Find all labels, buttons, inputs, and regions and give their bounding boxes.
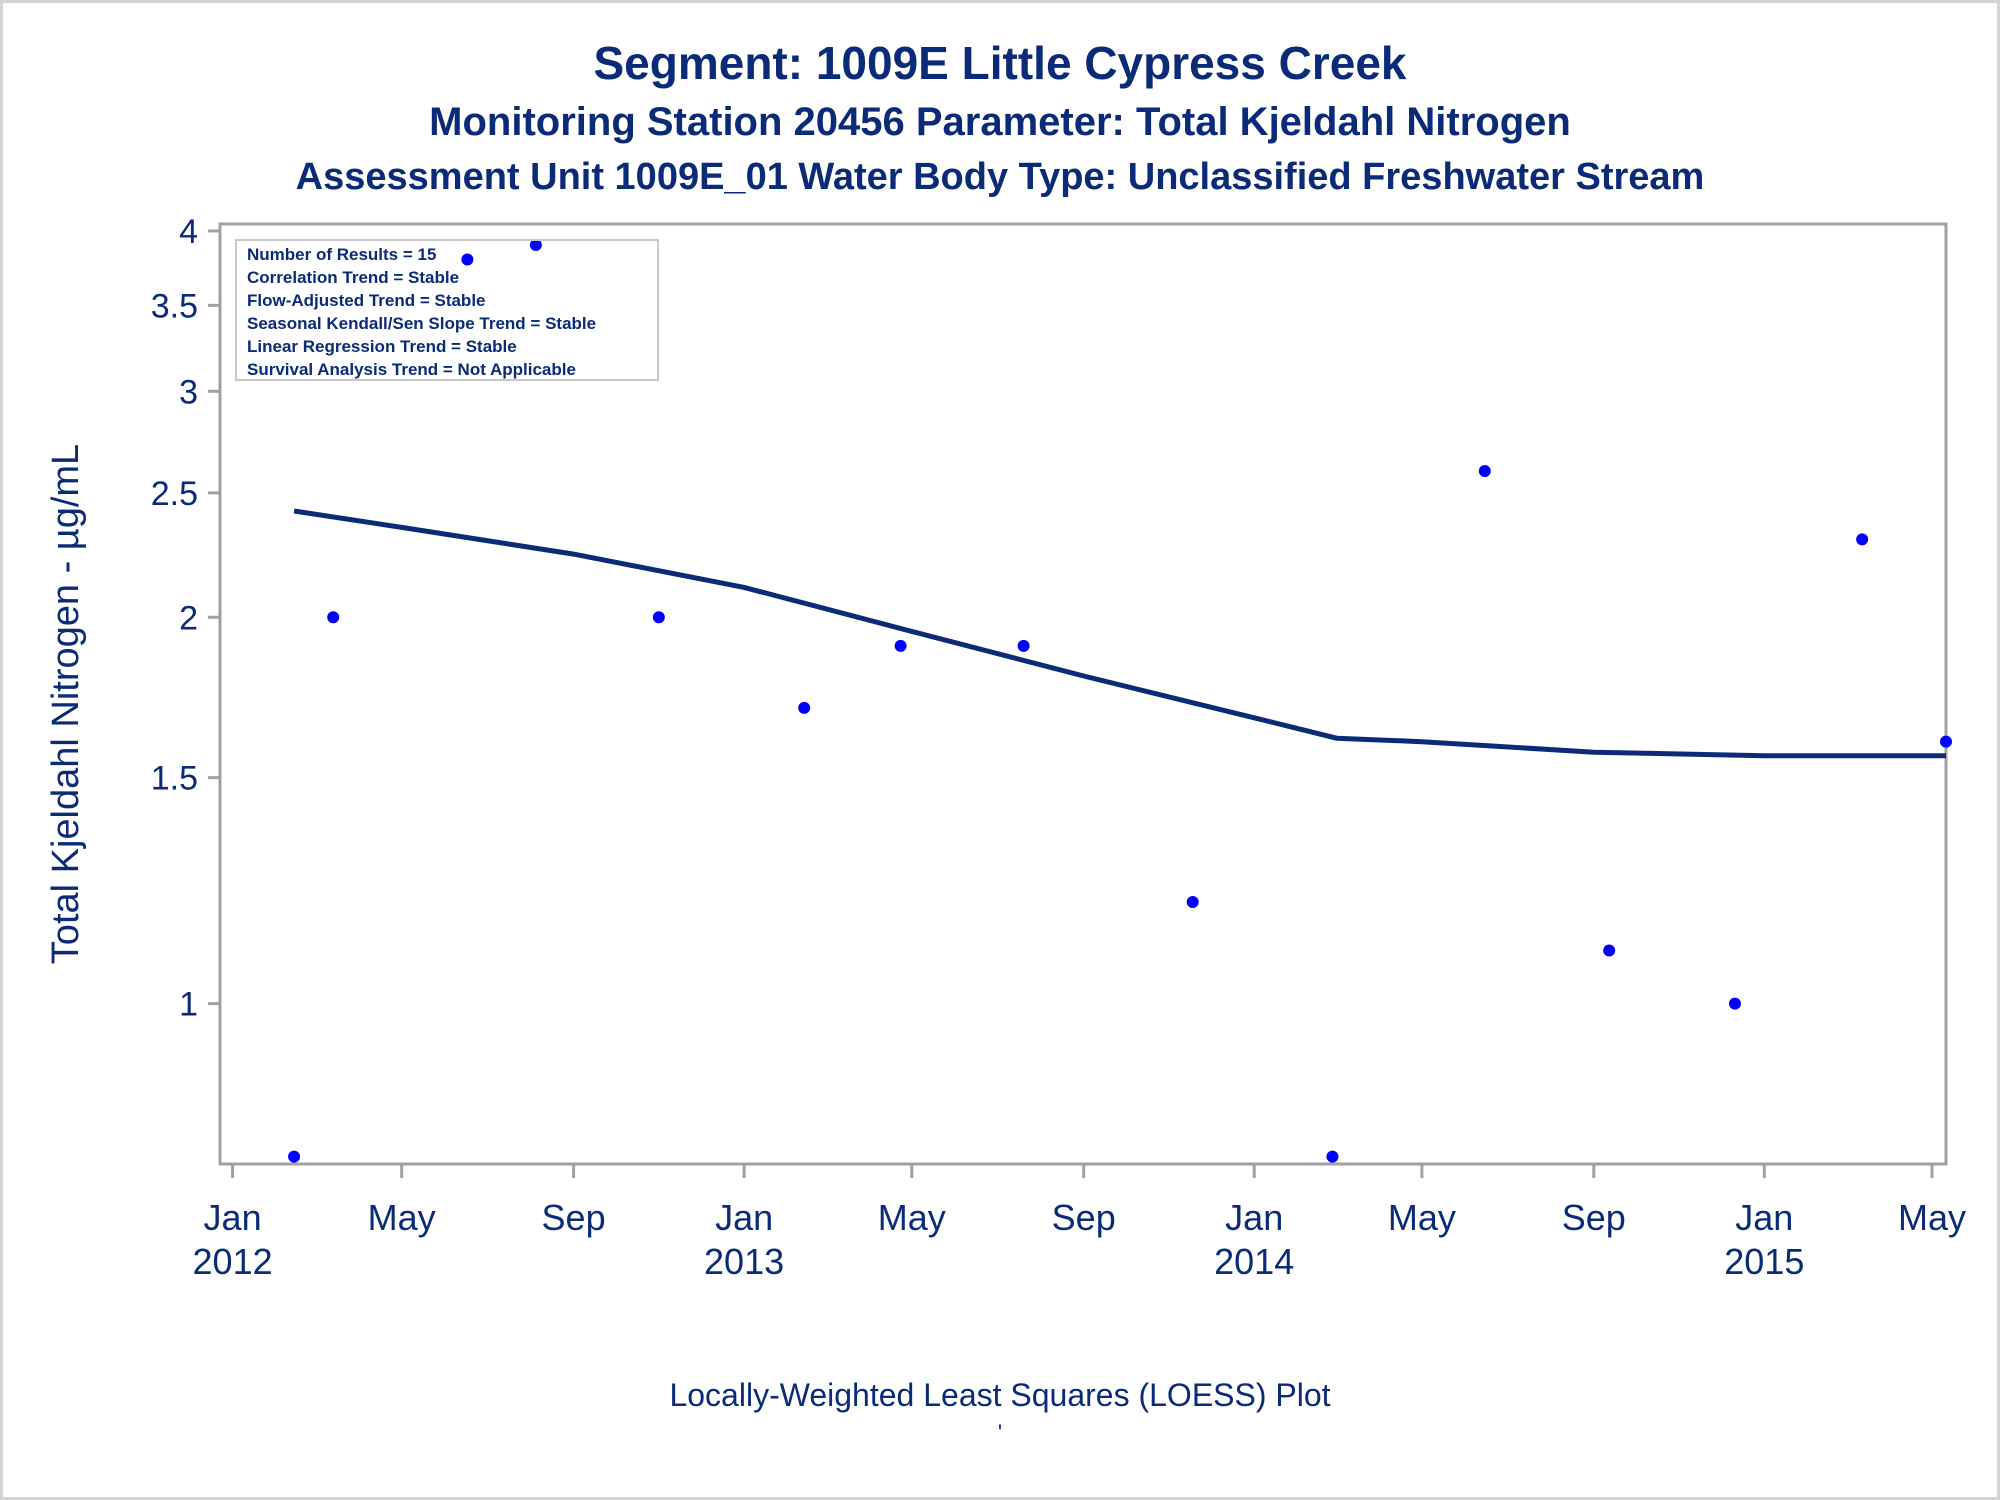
footnote-mark: '	[997, 1420, 1003, 1445]
x-tick-year-label: 2013	[704, 1241, 784, 1282]
data-point	[1478, 465, 1491, 478]
y-axis: 1 1.5 2 2.5 3 3.5 4	[151, 213, 220, 1024]
x-tick-label: Sep	[542, 1197, 606, 1238]
chart-title: Segment: 1009E Little Cypress Creek	[593, 37, 1407, 89]
x-tick-label: Sep	[1052, 1197, 1116, 1238]
x-tick-year-label: 2015	[1724, 1241, 1804, 1282]
data-points	[288, 239, 1952, 1163]
data-point	[461, 253, 474, 266]
data-point	[798, 701, 811, 714]
legend-box	[235, 239, 659, 381]
y-tick-label: 2.5	[151, 475, 198, 513]
x-tick-label: Sep	[1562, 1197, 1626, 1238]
x-tick-label: May	[878, 1197, 946, 1238]
y-tick-label: 1	[179, 986, 198, 1024]
x-tick-label: May	[1898, 1197, 1966, 1238]
y-tick-label: 3	[179, 373, 198, 411]
y-axis-label: Total Kjeldahl Nitrogen - µg/mL	[45, 444, 87, 964]
x-tick-label: Jan	[1735, 1197, 1793, 1238]
x-tick-label: Jan	[1225, 1197, 1283, 1238]
data-point	[1603, 944, 1616, 957]
chart-subtitle: Monitoring Station 20456 Parameter: Tota…	[429, 100, 1571, 144]
data-point	[1017, 639, 1030, 652]
legend-entry: Seasonal Kendall/Sen Slope Trend = Stabl…	[247, 314, 596, 333]
legend: Number of Results = 15 Correlation Trend …	[235, 239, 659, 381]
data-point	[327, 611, 340, 624]
data-point	[1940, 735, 1952, 748]
legend-entry: Flow-Adjusted Trend = Stable	[247, 291, 486, 310]
y-tick-label: 4	[179, 213, 198, 251]
x-tick-label: May	[368, 1197, 436, 1238]
legend-entry: Survival Analysis Trend = Not Applicable	[247, 360, 576, 379]
x-tick-label: Jan	[204, 1197, 262, 1238]
data-point	[652, 611, 665, 624]
legend-entry: Linear Regression Trend = Stable	[247, 337, 517, 356]
data-point	[288, 1150, 301, 1163]
data-point	[1186, 896, 1199, 909]
y-tick-label: 1.5	[151, 760, 198, 798]
y-tick-label: 2	[179, 599, 198, 637]
x-tick-label: May	[1388, 1197, 1456, 1238]
data-point	[529, 239, 542, 252]
x-tick-year-label: 2014	[1214, 1241, 1294, 1282]
chart-subtitle-2: Assessment Unit 1009E_01 Water Body Type…	[295, 156, 1705, 198]
x-tick-year-label: 2012	[193, 1241, 273, 1282]
loess-line	[293, 508, 1946, 759]
data-point	[1728, 997, 1741, 1010]
data-point	[894, 639, 907, 652]
legend-entry: Number of Results = 15	[247, 245, 436, 264]
data-point	[1326, 1150, 1339, 1163]
data-point	[1856, 533, 1869, 546]
legend-entry: Correlation Trend = Stable	[247, 268, 459, 287]
footnote: Locally-Weighted Least Squares (LOESS) P…	[669, 1377, 1331, 1413]
x-tick-label: Jan	[715, 1197, 773, 1238]
y-tick-label: 3.5	[151, 287, 198, 325]
